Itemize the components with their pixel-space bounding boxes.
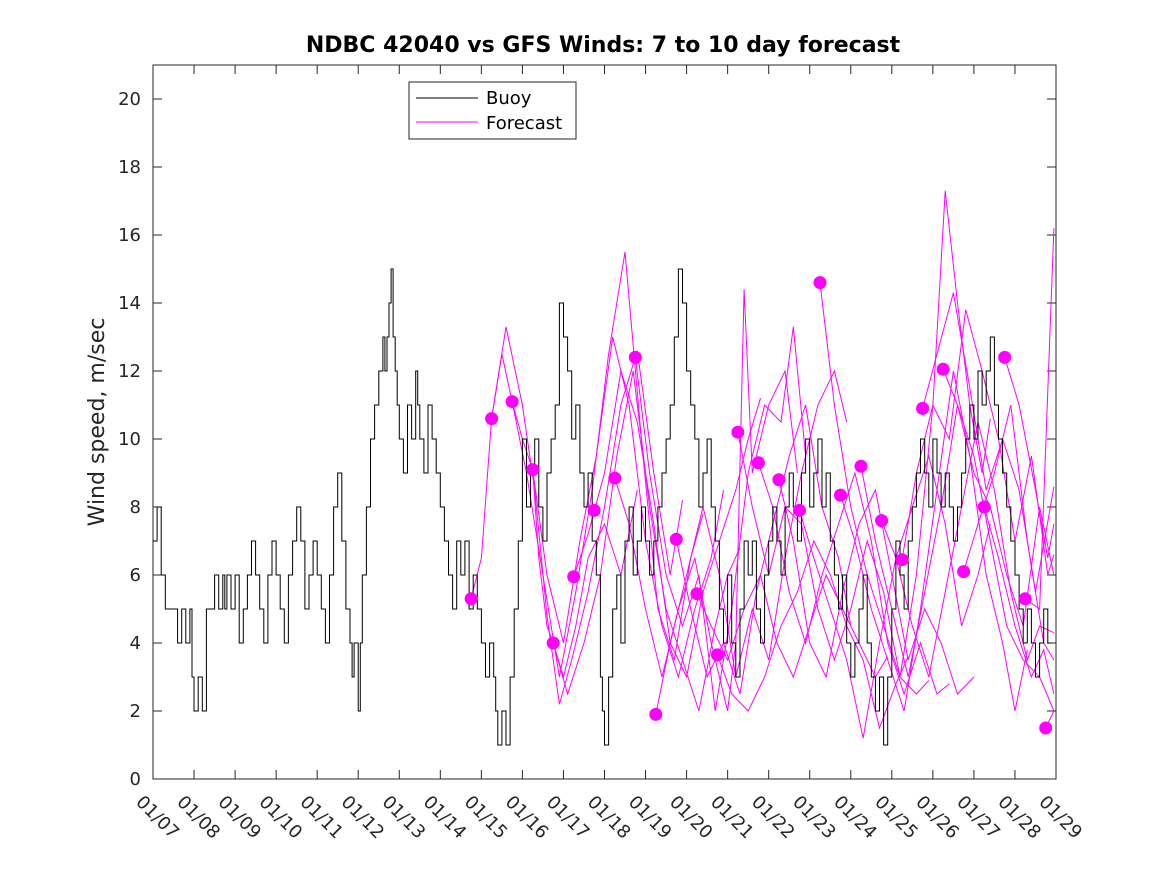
forecast-point [649, 707, 663, 721]
forecast-line [778, 479, 975, 695]
legend-buoy-label: Buoy [486, 88, 532, 109]
forecast-point [710, 648, 724, 662]
y-tick-label: 2 [130, 701, 141, 722]
plot-area [152, 64, 1057, 780]
forecast-line [840, 370, 1028, 712]
forecast-point [628, 350, 642, 364]
forecast-point [608, 471, 622, 485]
forecast-point [485, 412, 499, 426]
forecast-line [552, 370, 741, 712]
forecast-line [634, 326, 807, 712]
y-tick-label: 0 [130, 769, 141, 790]
y-tick-label: 6 [130, 565, 141, 586]
forecast-line [532, 336, 724, 679]
forecast-point [813, 276, 827, 290]
forecast-line [881, 421, 1055, 678]
forecast-point [772, 473, 786, 487]
forecast-point [567, 570, 581, 584]
forecast-point [587, 503, 601, 517]
forecast-point [505, 395, 519, 409]
y-tick-label: 12 [118, 361, 141, 382]
forecast-line [716, 539, 909, 730]
y-axis: 0 2 4 6 8 10 12 14 16 18 20 [118, 89, 1056, 790]
forecast-point [875, 514, 889, 528]
forecast-point [998, 350, 1012, 364]
forecast-point [731, 425, 745, 439]
forecast-point [526, 463, 540, 477]
forecast-point [854, 459, 868, 473]
forecast-point [793, 503, 806, 517]
forecast-point [464, 592, 478, 606]
forecast-point [690, 587, 704, 601]
y-tick-label: 8 [130, 497, 141, 518]
y-tick-label: 14 [118, 293, 141, 314]
forecast-point [751, 456, 765, 470]
forecast-point [957, 565, 971, 579]
series-layer [153, 190, 1055, 746]
forecast-point [546, 636, 560, 650]
forecast-line [757, 462, 950, 696]
forecast-point [834, 488, 847, 502]
forecast-point [1039, 721, 1053, 735]
legend: Buoy Forecast [408, 81, 577, 140]
forecast-point [936, 362, 950, 376]
forecast-line [983, 506, 1055, 695]
y-tick-label: 10 [118, 429, 141, 450]
forecast-line [614, 289, 798, 712]
forecast-line [491, 326, 683, 705]
forecast-point [895, 553, 909, 567]
forecast-point [977, 500, 991, 514]
buoy-line [153, 268, 1052, 746]
forecast-point [1018, 592, 1032, 606]
legend-box [408, 81, 577, 140]
y-axis-label: Wind speed, m/sec [85, 318, 110, 527]
forecast-point [669, 532, 683, 546]
y-tick-label: 18 [118, 157, 141, 178]
chart-title: NDBC 42040 vs GFS Winds: 7 to 10 day for… [306, 33, 901, 58]
legend-forecast-label: Forecast [486, 113, 562, 134]
forecast-point [916, 401, 930, 415]
y-tick-label: 16 [118, 225, 141, 246]
forecast-line [655, 369, 848, 715]
forecast-line [942, 369, 1055, 627]
forecast-line [1004, 357, 1055, 559]
forecast-line [511, 251, 704, 678]
y-tick-label: 4 [130, 633, 141, 654]
y-tick-label: 20 [118, 89, 141, 110]
